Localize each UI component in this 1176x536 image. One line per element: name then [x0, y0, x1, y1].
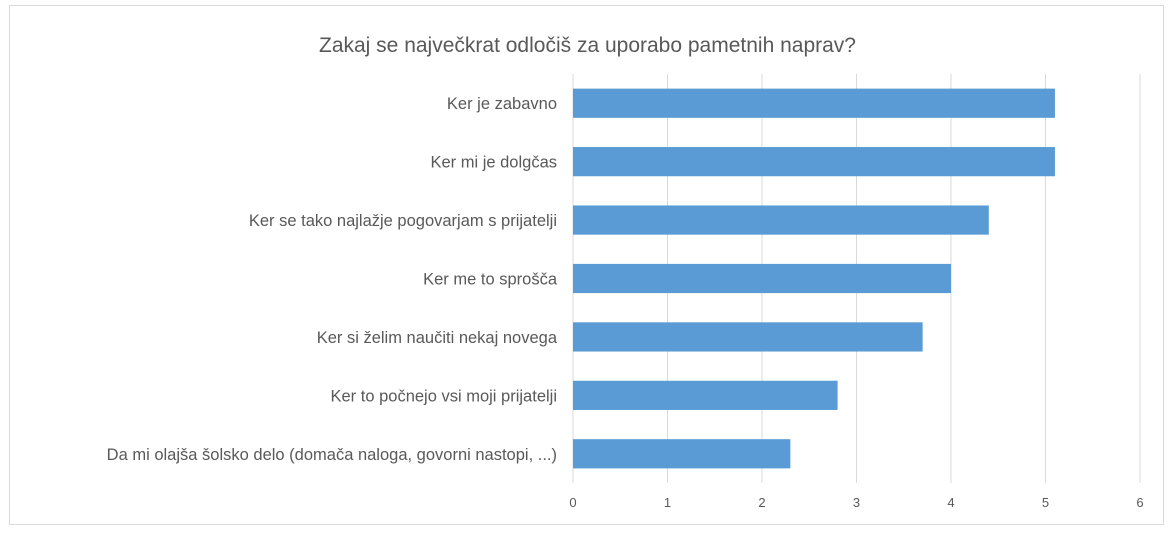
x-tick-label: 0: [569, 495, 576, 510]
x-tick-labels: 0 1 2 3 4 5 6: [569, 495, 1143, 510]
bars: [573, 88, 1055, 469]
chart-title: Zakaj se največkrat odločiš za uporabo p…: [319, 34, 856, 57]
category-label: Ker se tako najlažje pogovarjam s prijat…: [249, 212, 557, 230]
x-tick-label: 3: [853, 495, 860, 510]
category-label: Ker je zabavno: [447, 95, 557, 113]
bar: [573, 380, 838, 410]
bar: [573, 322, 923, 352]
category-label: Ker to počnejo vsi moji prijatelji: [330, 387, 557, 405]
x-tick-label: 6: [1136, 495, 1143, 510]
bar: [573, 205, 989, 235]
bar: [573, 88, 1055, 118]
bar: [573, 147, 1055, 177]
x-tick-label: 1: [664, 495, 671, 510]
category-labels: Ker je zabavno Ker mi je dolgčas Ker se ta…: [107, 95, 558, 464]
category-label: Da mi olajša šolsko delo (domača naloga,…: [107, 446, 557, 464]
x-tick-label: 5: [1042, 495, 1049, 510]
bar: [573, 439, 791, 469]
bar: [573, 263, 951, 294]
category-label: Ker mi je dolgčas: [430, 154, 557, 172]
category-label: Ker si želim naučiti nekaj novega: [317, 329, 558, 347]
category-label: Ker me to sprošča: [423, 271, 558, 289]
x-tick-label: 4: [947, 495, 954, 510]
x-tick-label: 2: [758, 495, 765, 510]
